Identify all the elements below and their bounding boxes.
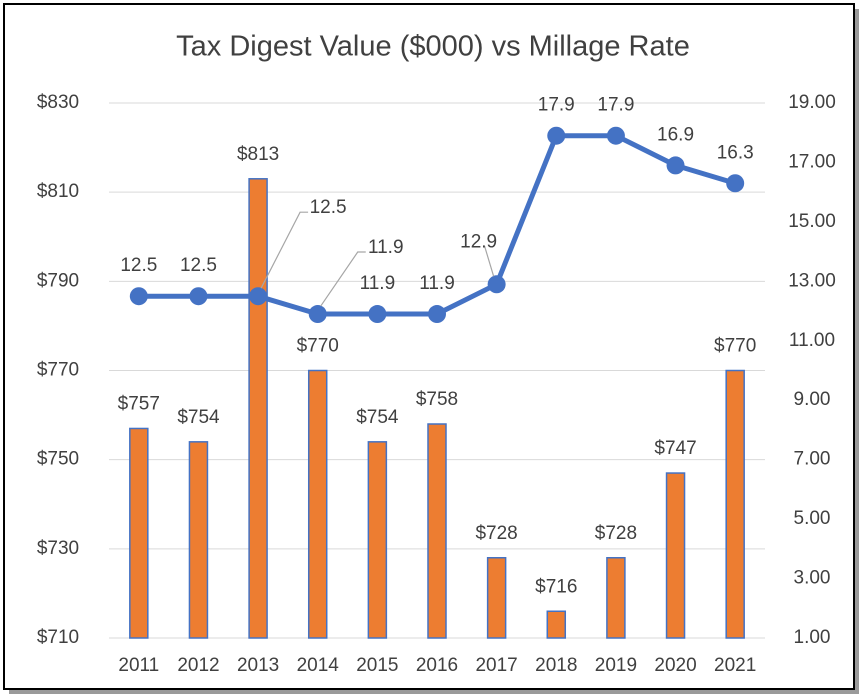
y-tick-label: $790 — [37, 270, 79, 291]
line-value-label: 12.5 — [310, 197, 347, 218]
line-marker — [726, 174, 745, 193]
y-tick-label: $730 — [37, 538, 79, 559]
line-value-label: 12.5 — [180, 255, 217, 276]
line-marker — [666, 156, 685, 175]
line-value-label: 12.9 — [460, 231, 497, 252]
line-marker — [547, 126, 566, 145]
x-tick-label: 2017 — [475, 655, 517, 676]
y-tick-label: $770 — [37, 360, 79, 381]
bar-value-label: $747 — [654, 438, 696, 459]
line-value-label: 11.9 — [419, 273, 455, 294]
line-marker — [308, 305, 327, 324]
line-marker — [606, 126, 625, 145]
x-tick-label: 2016 — [416, 655, 458, 676]
bar-value-label: $813 — [237, 144, 279, 165]
x-tick-label: 2018 — [535, 655, 577, 676]
y2-tick-label: 19.00 — [788, 92, 836, 113]
line-marker — [428, 305, 446, 324]
bar-value-label: $728 — [595, 523, 637, 544]
y2-tick-label: 3.00 — [794, 568, 831, 589]
line-value-label: 17.9 — [597, 95, 634, 116]
y2-tick-label: 1.00 — [794, 627, 831, 648]
x-tick-label: 2014 — [297, 655, 340, 676]
x-tick-label: 2019 — [595, 655, 637, 676]
bar — [427, 423, 447, 639]
chart-title: Tax Digest Value ($000) vs Millage Rate — [176, 31, 690, 63]
y2-tick-label: 5.00 — [794, 508, 831, 529]
bar — [129, 427, 149, 639]
line-value-label: 17.9 — [538, 95, 575, 116]
x-tick-label: 2015 — [356, 655, 398, 676]
bar — [307, 369, 328, 639]
bar-value-label: $728 — [475, 523, 517, 544]
line-value-label: 16.3 — [717, 142, 754, 163]
x-tick-label: 2020 — [654, 655, 696, 676]
line-marker — [129, 287, 148, 306]
x-tick-label: 2011 — [118, 655, 159, 676]
y2-tick-label: 11.00 — [789, 330, 835, 351]
line-marker — [487, 275, 506, 294]
bar — [725, 369, 745, 639]
line-marker — [189, 287, 208, 306]
leader-line — [484, 246, 495, 277]
bar — [367, 441, 388, 639]
leader-line — [320, 251, 366, 307]
bar-value-label: $754 — [177, 407, 220, 428]
bar-value-label: $757 — [118, 393, 160, 414]
y2-tick-label: 17.00 — [788, 151, 836, 172]
line-value-label: 11.9 — [368, 237, 404, 258]
y2-tick-label: 9.00 — [794, 389, 831, 410]
leader-line — [260, 211, 309, 289]
line-marker — [249, 287, 268, 306]
bar — [665, 472, 686, 639]
bar-value-label: $770 — [714, 336, 756, 357]
line-value-label: 16.9 — [657, 124, 694, 145]
x-tick-label: 2012 — [177, 655, 219, 676]
y2-tick-label: 13.00 — [788, 270, 836, 291]
bar — [546, 610, 567, 639]
bar — [188, 441, 209, 639]
y-tick-label: $830 — [37, 92, 79, 113]
x-tick-label: 2021 — [714, 655, 756, 676]
bar — [248, 178, 268, 639]
line-value-label: 12.5 — [120, 255, 157, 276]
y-tick-label: $810 — [37, 181, 79, 202]
y-tick-label: $750 — [37, 449, 79, 470]
bar — [606, 557, 626, 639]
bar-value-label: $758 — [416, 389, 458, 410]
y-tick-label: $710 — [37, 627, 79, 648]
bar-value-label: $716 — [535, 576, 577, 597]
line-marker — [368, 305, 387, 324]
y2-tick-label: 7.00 — [794, 449, 831, 470]
bar-value-label: $770 — [297, 336, 339, 357]
bar — [486, 557, 507, 639]
x-tick-label: 2013 — [237, 655, 279, 676]
line-value-label: 11.9 — [360, 273, 396, 294]
bar-value-label: $754 — [356, 407, 399, 428]
y2-tick-label: 15.00 — [788, 211, 836, 232]
